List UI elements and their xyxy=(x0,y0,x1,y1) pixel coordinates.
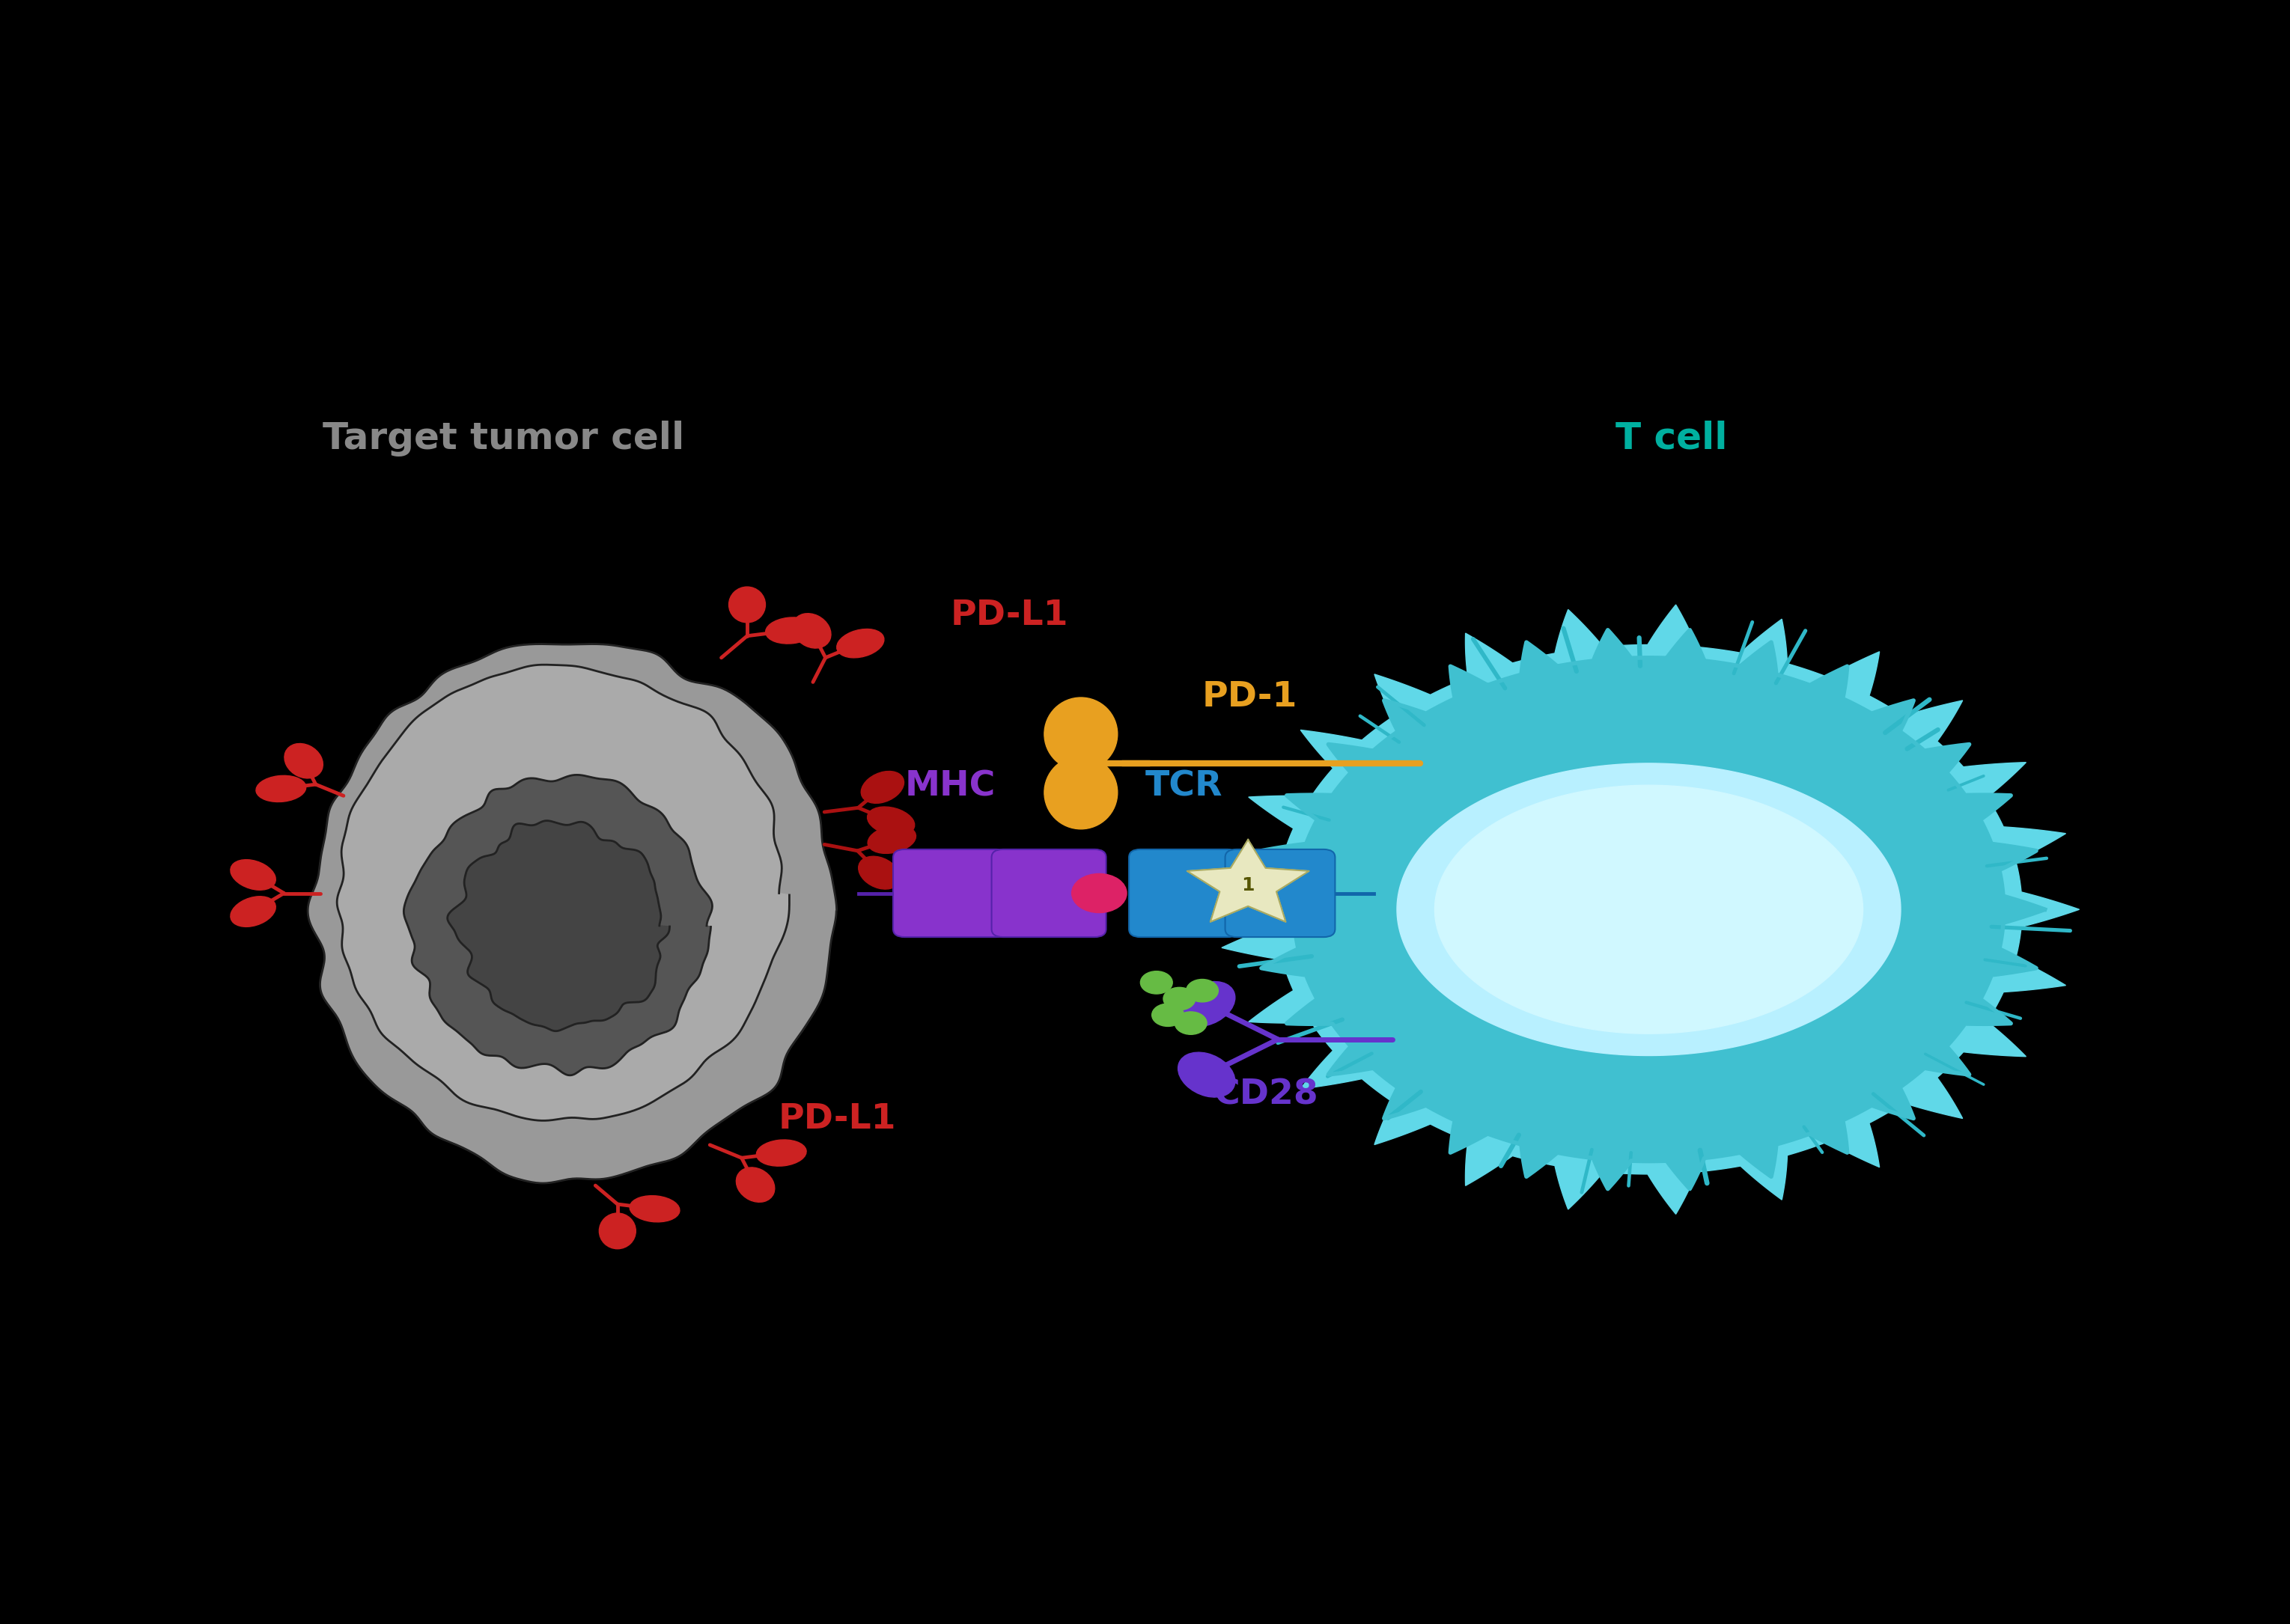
Ellipse shape xyxy=(1044,698,1118,771)
Ellipse shape xyxy=(836,628,884,658)
Polygon shape xyxy=(337,664,790,1121)
Text: MHC: MHC xyxy=(905,770,996,804)
Circle shape xyxy=(1186,979,1218,1002)
Text: CD28: CD28 xyxy=(1214,1078,1319,1112)
Ellipse shape xyxy=(630,1195,680,1221)
Ellipse shape xyxy=(231,896,275,927)
Circle shape xyxy=(1152,1004,1184,1026)
FancyBboxPatch shape xyxy=(992,849,1106,937)
Text: T cell: T cell xyxy=(1617,421,1727,456)
Text: Target tumor cell: Target tumor cell xyxy=(323,421,685,456)
Ellipse shape xyxy=(861,771,905,804)
Ellipse shape xyxy=(868,807,914,835)
Ellipse shape xyxy=(1177,1052,1234,1098)
Ellipse shape xyxy=(284,744,323,778)
Circle shape xyxy=(1072,874,1127,913)
Ellipse shape xyxy=(231,859,275,890)
Ellipse shape xyxy=(256,776,307,802)
Ellipse shape xyxy=(756,1140,806,1166)
FancyBboxPatch shape xyxy=(1129,849,1239,937)
FancyBboxPatch shape xyxy=(893,849,1008,937)
Circle shape xyxy=(1140,971,1172,994)
Text: 1: 1 xyxy=(1241,875,1255,895)
Ellipse shape xyxy=(859,856,900,890)
Ellipse shape xyxy=(765,617,815,643)
Ellipse shape xyxy=(600,1213,637,1249)
Ellipse shape xyxy=(868,825,916,854)
Polygon shape xyxy=(1221,604,2079,1215)
Text: PD-1: PD-1 xyxy=(1202,680,1298,715)
Ellipse shape xyxy=(1177,981,1234,1026)
Polygon shape xyxy=(1397,763,1901,1056)
Text: PD-L1: PD-L1 xyxy=(950,599,1067,633)
Polygon shape xyxy=(1186,840,1310,922)
Polygon shape xyxy=(1253,630,2045,1189)
Polygon shape xyxy=(403,775,712,1075)
Polygon shape xyxy=(1436,786,1862,1033)
Ellipse shape xyxy=(728,586,765,622)
Text: TCR: TCR xyxy=(1145,770,1223,804)
Circle shape xyxy=(1175,1012,1207,1034)
Polygon shape xyxy=(1294,658,2004,1161)
Polygon shape xyxy=(307,645,836,1184)
FancyBboxPatch shape xyxy=(1225,849,1335,937)
Ellipse shape xyxy=(1044,757,1118,830)
Ellipse shape xyxy=(735,1168,774,1202)
Polygon shape xyxy=(447,820,669,1031)
Ellipse shape xyxy=(792,614,831,648)
Circle shape xyxy=(1163,987,1195,1010)
Text: PD-L1: PD-L1 xyxy=(779,1103,895,1137)
